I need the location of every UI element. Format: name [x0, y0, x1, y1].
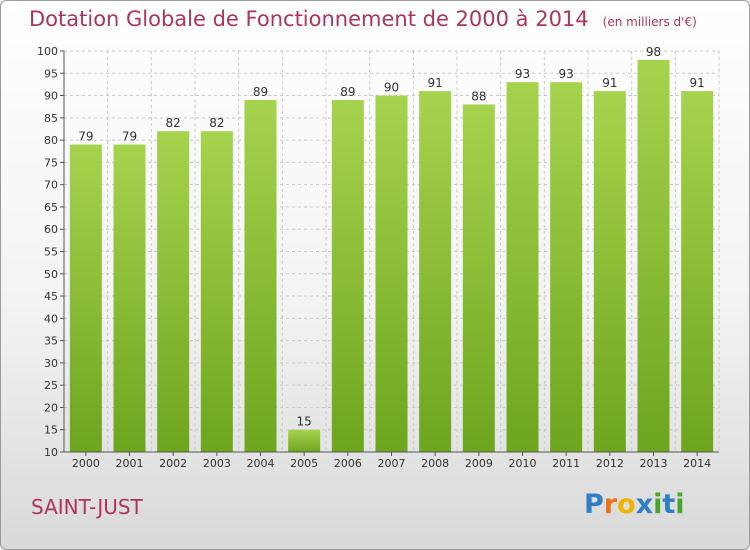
- bar: [506, 82, 539, 452]
- data-label: 98: [646, 45, 661, 59]
- y-tick-label: 40: [44, 312, 58, 325]
- x-tick-label: 2013: [640, 457, 668, 470]
- data-label: 91: [690, 76, 705, 90]
- x-tick-label: 2014: [683, 457, 711, 470]
- y-tick-label: 55: [44, 246, 58, 259]
- x-tick-label: 2002: [159, 457, 187, 470]
- bar: [244, 100, 277, 452]
- bar: [593, 91, 626, 452]
- x-tick-label: 2004: [247, 457, 275, 470]
- data-label: 93: [559, 67, 574, 81]
- x-tick-label: 2008: [421, 457, 449, 470]
- x-tick-label: 2010: [509, 457, 537, 470]
- bar: [157, 131, 190, 452]
- bars: 79 79 82 82 89 15 89 90 91 88 93 93 91 98 91: [69, 45, 714, 453]
- y-tick-label: 75: [44, 156, 58, 169]
- data-label: 88: [471, 89, 486, 103]
- y-tick-label: 65: [44, 201, 58, 214]
- data-label: 79: [122, 130, 137, 144]
- y-tick-label: 85: [44, 112, 58, 125]
- x-tick-label: 2006: [334, 457, 362, 470]
- bar: [113, 144, 146, 453]
- bar: [375, 95, 408, 453]
- x-tick-label: 2009: [465, 457, 493, 470]
- x-tick-label: 2000: [72, 457, 100, 470]
- bar: [462, 104, 495, 452]
- data-label: 91: [428, 76, 443, 90]
- data-label: 89: [340, 85, 355, 99]
- x-tick-label: 2011: [552, 457, 580, 470]
- y-tick-label: 45: [44, 290, 58, 303]
- data-label: 79: [78, 130, 93, 144]
- x-tick-label: 2003: [203, 457, 231, 470]
- y-tick-label: 15: [44, 424, 58, 437]
- y-tick-label: 80: [44, 134, 58, 147]
- bar: [331, 100, 364, 452]
- bar: [550, 82, 583, 452]
- x-tick-label: 2005: [290, 457, 318, 470]
- y-tick-label: 95: [44, 67, 58, 80]
- bar: [69, 144, 102, 453]
- data-label: 82: [209, 116, 224, 130]
- y-tick-label: 90: [44, 90, 58, 103]
- y-tick-label: 100: [37, 45, 58, 58]
- bar: [288, 429, 321, 452]
- y-tick-label: 20: [44, 401, 58, 414]
- data-label: 91: [602, 76, 617, 90]
- logo-letter: t: [662, 489, 676, 520]
- logo-letter: x: [635, 489, 654, 520]
- data-label: 93: [515, 67, 530, 81]
- bar: [681, 91, 714, 452]
- data-label: 15: [297, 415, 312, 429]
- bar: [200, 131, 233, 452]
- place-name: SAINT-JUST: [31, 495, 143, 519]
- y-tick-label: 70: [44, 179, 58, 192]
- logo-letter: i: [653, 489, 663, 520]
- logo-letter: i: [675, 489, 685, 520]
- y-tick-label: 50: [44, 268, 58, 281]
- data-label: 82: [166, 116, 181, 130]
- x-tick-label: 2007: [378, 457, 406, 470]
- y-tick-label: 30: [44, 357, 58, 370]
- logo-letter: r: [603, 489, 618, 520]
- title-line: Dotation Globale de Fonctionnement de 20…: [29, 7, 697, 31]
- logo-letter: P: [584, 489, 604, 520]
- chart-title: Dotation Globale de Fonctionnement de 20…: [29, 7, 589, 31]
- axes: 10 15 20 25 30 35 40 45 50 55 60 65 70 75 80 85 90 95 100 2…: [37, 45, 719, 470]
- data-label: 90: [384, 81, 399, 95]
- x-tick-label: 2001: [116, 457, 144, 470]
- y-tick-label: 10: [44, 446, 58, 459]
- y-tick-label: 25: [44, 379, 58, 392]
- y-tick-label: 35: [44, 335, 58, 348]
- x-tick-label: 2012: [596, 457, 624, 470]
- proxiti-logo: Proxiti: [584, 489, 685, 520]
- data-label: 89: [253, 85, 268, 99]
- logo-letter: o: [617, 489, 636, 520]
- bar: [637, 59, 670, 453]
- chart-subtitle: (en milliers d'€): [602, 15, 697, 29]
- y-tick-label: 60: [44, 223, 58, 236]
- bar: [419, 91, 452, 452]
